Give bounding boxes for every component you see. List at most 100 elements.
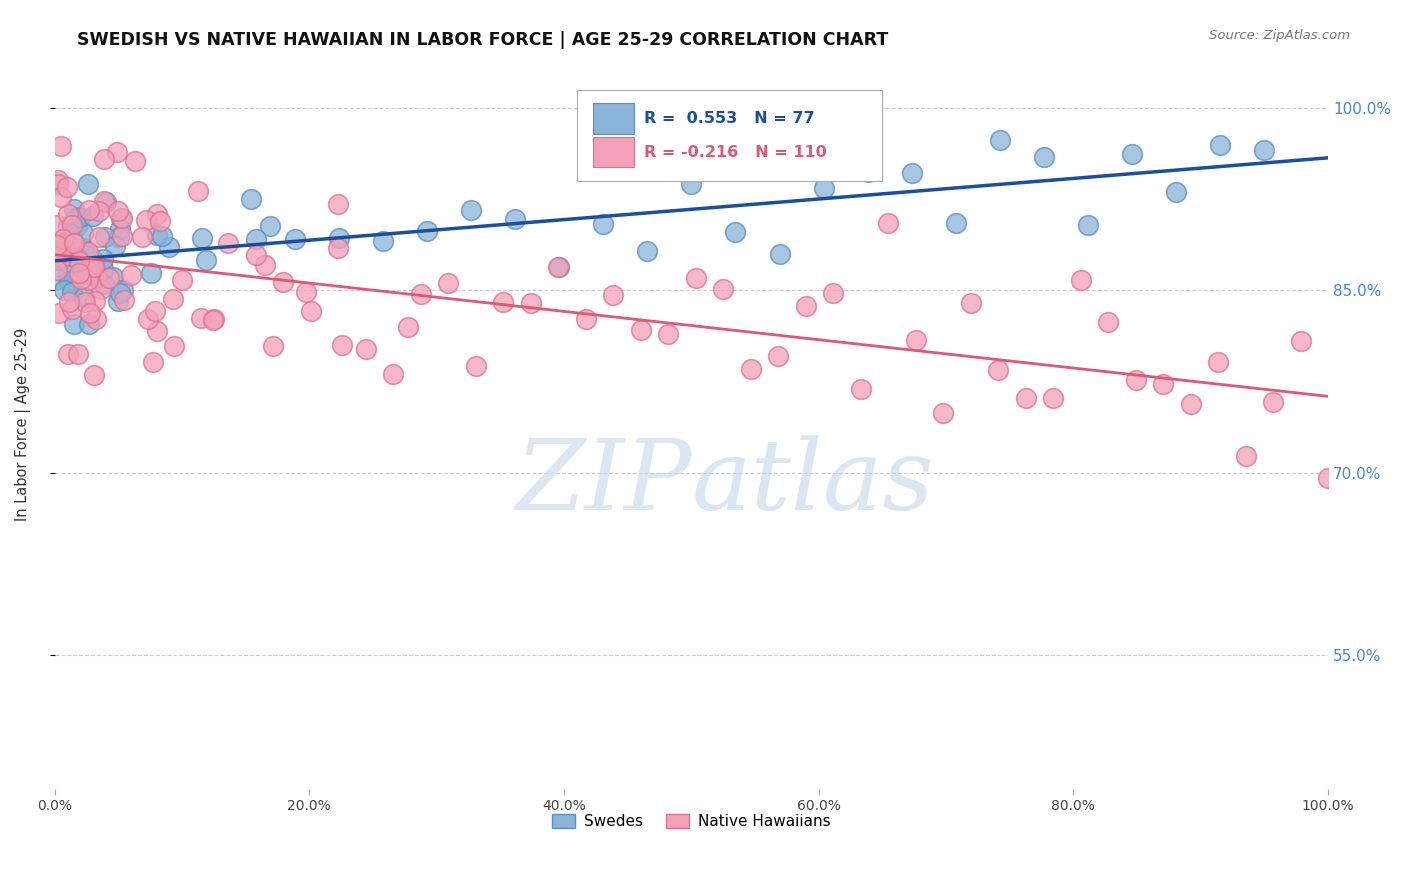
Point [1042,391,1064,405]
Point [157,240,180,254]
Point [1209,137,1232,152]
Point [1263,395,1285,409]
Point [1317,470,1340,484]
Point [768,246,790,260]
Point [1033,150,1056,164]
Point [58,274,80,288]
Point [1289,334,1312,348]
Point [66,219,89,234]
Point [932,405,955,419]
Point [416,224,439,238]
Point [52,232,75,246]
Point [460,202,482,217]
Point [328,241,350,255]
Point [945,216,967,230]
Point [988,133,1011,147]
Point [79,267,101,281]
Point [1206,355,1229,369]
Point [48,306,70,320]
Point [46,262,69,277]
Point [69,252,91,267]
Point [72,251,94,265]
Legend: Swedes, Native Hawaiians: Swedes, Native Hawaiians [546,808,837,836]
Point [67,266,90,280]
Point [492,295,515,310]
Point [48,250,70,264]
Point [711,283,734,297]
Point [904,333,927,347]
Point [87,230,110,244]
Point [56,180,79,194]
Point [72,244,94,258]
Point [766,349,789,363]
Point [145,324,167,338]
Point [97,271,120,285]
Point [93,152,115,166]
Point [46,177,69,191]
Point [548,260,571,274]
Point [73,289,96,303]
Point [60,234,83,248]
Point [108,221,131,235]
Point [330,338,353,352]
Point [80,259,103,273]
Point [93,194,115,208]
Point [51,250,73,264]
Point [602,288,624,302]
Point [959,296,981,310]
Point [86,270,108,285]
Point [877,216,900,230]
Point [190,311,212,326]
FancyBboxPatch shape [593,103,634,134]
Point [259,219,281,233]
Point [77,203,100,218]
Point [245,248,267,262]
Point [62,202,84,217]
Point [503,211,526,226]
Point [91,261,114,276]
Point [409,287,432,301]
Point [84,260,107,274]
Point [103,270,125,285]
Point [262,339,284,353]
Point [253,258,276,272]
Point [79,318,101,332]
Point [87,203,110,218]
Point [46,272,69,286]
Point [519,296,541,310]
Point [195,253,218,268]
Point [84,294,107,309]
Point [1070,273,1092,287]
Point [271,276,294,290]
Point [136,312,159,326]
Point [1097,314,1119,328]
Point [56,268,79,282]
Point [77,245,100,260]
Point [284,232,307,246]
Point [1121,146,1143,161]
Point [46,238,69,252]
Point [65,211,87,225]
Point [120,268,142,283]
Point [396,320,419,334]
Point [70,265,93,279]
Point [657,327,679,342]
Point [143,304,166,318]
Point [1234,449,1257,463]
Text: R =  0.553   N = 77: R = 0.553 N = 77 [644,112,815,126]
Text: Source: ZipAtlas.com: Source: ZipAtlas.com [1209,29,1350,42]
Point [464,359,486,373]
Point [187,184,209,198]
Point [592,217,614,231]
Point [49,253,72,268]
Point [382,367,405,381]
Point [73,295,96,310]
Point [162,292,184,306]
Point [131,230,153,244]
Point [83,368,105,383]
Point [60,301,83,316]
Point [135,213,157,227]
Point [105,145,128,159]
Point [575,311,598,326]
Point [636,244,658,259]
